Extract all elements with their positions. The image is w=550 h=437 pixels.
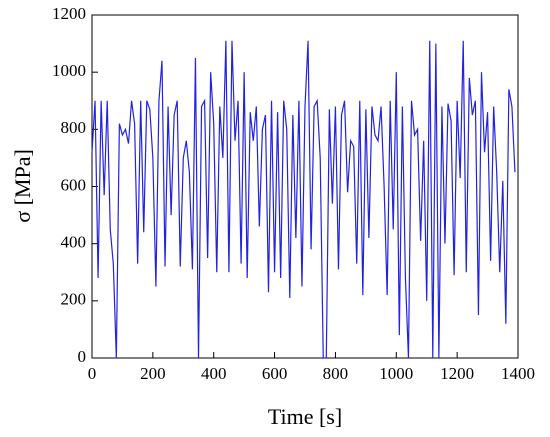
x-tick-label: 1200: [440, 364, 474, 383]
y-tick-label: 0: [78, 347, 87, 366]
plot-frame: [91, 14, 519, 359]
x-axis-title: Time [s]: [268, 404, 342, 429]
y-tick-label: 1000: [52, 61, 86, 80]
x-tick-label: 800: [323, 364, 349, 383]
x-tick-label: 1400: [501, 364, 535, 383]
y-tick-label: 400: [61, 233, 87, 252]
y-tick-label: 800: [61, 118, 87, 137]
y-axis-title: σ [MPa]: [10, 149, 35, 223]
x-tick-label: 400: [201, 364, 227, 383]
x-tick-label: 200: [140, 364, 166, 383]
x-tick-label: 600: [262, 364, 288, 383]
y-tick-label: 200: [61, 290, 87, 309]
y-tick-label: 1200: [52, 4, 86, 23]
x-tick-label: 0: [88, 364, 97, 383]
x-tick-label: 1000: [379, 364, 413, 383]
y-tick-label: 600: [61, 175, 87, 194]
data-line: [91, 40, 516, 359]
